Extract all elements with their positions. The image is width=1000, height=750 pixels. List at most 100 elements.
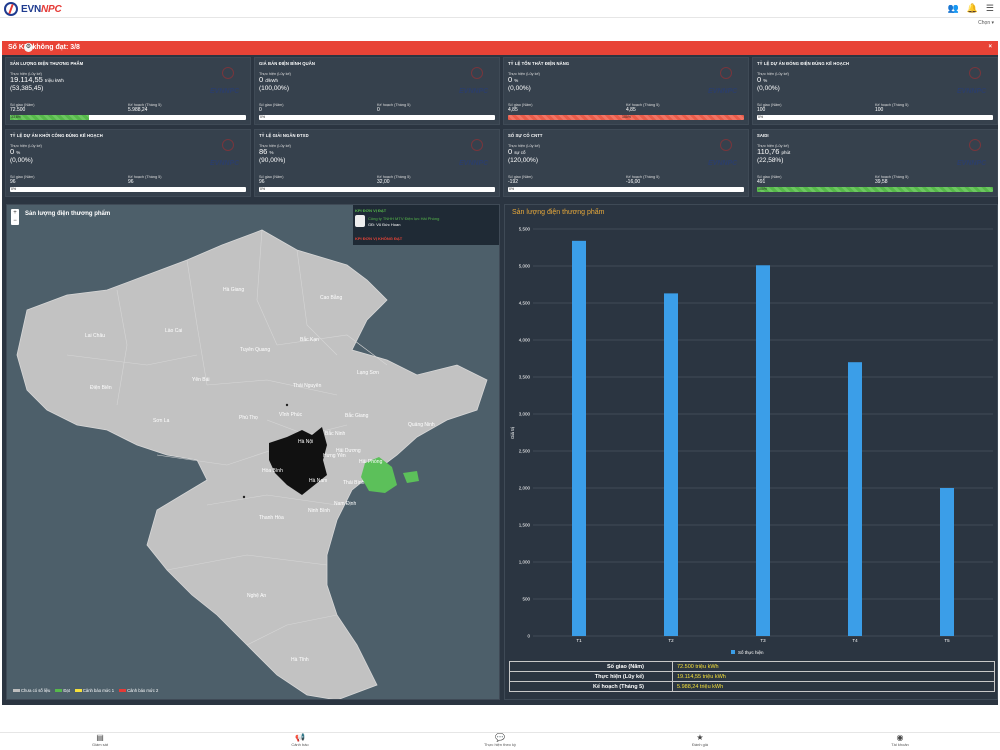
menu-icon[interactable]: ☰: [985, 3, 994, 13]
x-tick-label: T5: [944, 638, 950, 643]
map-place-label: Bắc Giang: [345, 413, 369, 419]
evn-watermark-icon: EVNNPC: [210, 67, 246, 95]
kpi-actual-label: Thực hiện (Lũy kế): [10, 144, 42, 148]
zoom-in-button[interactable]: +: [13, 210, 17, 216]
kpi-card[interactable]: GIÁ BÁN ĐIỆN BÌNH QUÂN EVNNPC Thực hiện (L…: [254, 57, 500, 125]
map-place-label: Vĩnh Phúc: [279, 412, 303, 418]
kpi-card[interactable]: SAIDI EVNNPC Thực hiện (Lũy kế) 110,76 phút…: [752, 129, 998, 197]
kpi-progress-bar: 0%: [259, 187, 495, 192]
summary-value: 5.988,24 triệu kWh: [672, 681, 995, 692]
close-alert-button[interactable]: ×: [988, 44, 992, 50]
kpi-card[interactable]: TỶ LỆ GIẢI NGÂN ĐTXD EVNNPC Thực hiện (Lũy…: [254, 129, 500, 197]
kpi-card[interactable]: TỶ LỆ TỔN THẤT ĐIỆN NĂNG EVNNPC Thực hiện …: [503, 57, 749, 125]
map-place-label: Ninh Bình: [308, 508, 330, 514]
chat-icon: 💬: [495, 733, 505, 742]
map-place-label: Hà Giang: [223, 287, 245, 293]
nav-item[interactable]: ★ Đánh giá: [600, 733, 800, 750]
legend-swatch: [731, 650, 735, 654]
company-name[interactable]: Công ty TNHH MTV Điện lực Hải Phòng: [368, 216, 440, 221]
legend-item: Chưa có số liệu: [13, 688, 50, 693]
user-circle-icon: ◉: [896, 733, 904, 742]
haiphong-region[interactable]: [361, 457, 397, 493]
map-place-label: Hải Dương: [336, 448, 361, 454]
star-icon: ★: [696, 733, 704, 742]
zoom-control: + −: [11, 209, 19, 225]
y-tick-label: 3,000: [519, 412, 531, 417]
choose-dropdown[interactable]: Chọn ▾: [978, 20, 994, 26]
map-place-label: Hà Nam: [309, 478, 328, 484]
y-tick-label: 0: [527, 634, 530, 639]
dashboard-icon: ▤: [96, 733, 104, 742]
legend-item: Đạt: [55, 688, 70, 693]
kpi-value: 0 đ/kWh: [259, 75, 279, 84]
kpi-targets: Số giao (Năm) 491 Kế hoạch (Tháng 5) 39,58: [757, 175, 993, 185]
top-icons: 👥 🔔 ☰: [947, 3, 994, 14]
unit-kpi-box: KPI ĐƠN VỊ ĐẠT Công ty TNHH MTV Điện lực…: [353, 205, 499, 245]
kpi-progress-bar: 100%: [508, 115, 744, 120]
logo[interactable]: EVNNPC: [4, 2, 62, 16]
hanoi-region[interactable]: [269, 427, 327, 495]
chart-title: Sản lượng điện thương phẩm: [512, 209, 605, 216]
y-tick-label: 5,500: [519, 227, 531, 232]
nav-label: Đánh giá: [691, 742, 708, 747]
y-tick-label: 4,500: [519, 301, 531, 306]
kpi-plan: Kế hoạch (Tháng 5) 32,00: [377, 175, 411, 185]
kpi-card[interactable]: SẢN LƯỢNG ĐIỆN THƯƠNG PHẨM EVNNPC Thực hiệ…: [5, 57, 251, 125]
map-place-label: Lào Cai: [165, 328, 183, 334]
summary-row: Số giao (Năm) 72.500 triệu kWh: [509, 661, 995, 672]
chart-bar: [848, 362, 862, 636]
kpi-progress-bar: 0%: [259, 115, 495, 120]
kpi-card[interactable]: SỐ SỰ CỐ CNTT EVNNPC Thực hiện (Lũy kế) 0 s…: [503, 129, 749, 197]
summary-value: 72.500 triệu kWh: [672, 661, 995, 672]
nav-item[interactable]: ▤ Giám sát: [0, 733, 200, 750]
map-place-label: Sơn La: [153, 418, 170, 424]
settings-gear-icon[interactable]: ⚙: [24, 43, 33, 52]
nav-item[interactable]: ◉ Tài khoản: [800, 733, 1000, 750]
kpi-percent: (90,00%): [259, 157, 286, 164]
map-panel: + − Sản lượng điện thương phẩm KPI ĐƠN V…: [6, 204, 500, 700]
dashboard: Số KPI không đạt: 3/8 × ⚙ SẢN LƯỢNG ĐIỆN…: [2, 41, 998, 705]
map-legend: Chưa có số liệu Đạt Cảnh báo mức 1 Cảnh báo…: [13, 688, 158, 693]
kpi-plan: Kế hoạch (Tháng 5) 0: [377, 103, 411, 113]
zoom-out-button[interactable]: −: [13, 218, 17, 224]
kpi-actual-label: Thực hiện (Lũy kế): [757, 144, 789, 148]
kpi-card[interactable]: TỶ LỆ DỰ ÁN ĐÓNG ĐIỆN ĐÚNG KẾ HOẠCH EVNNP…: [752, 57, 998, 125]
kpi-title: TỶ LỆ DỰ ÁN KHỞI CÔNG ĐÚNG KẾ HOẠCH: [10, 133, 103, 138]
marker-dot: [285, 403, 289, 407]
nav-item[interactable]: 💬 Thực hiện theo kỳ: [400, 733, 600, 750]
legend-swatch: [55, 689, 63, 693]
kpi-value: 19.114,55 triệu kWh: [10, 75, 64, 84]
map-place-label: Thanh Hóa: [259, 515, 284, 521]
pass-title: KPI ĐƠN VỊ ĐẠT: [355, 208, 387, 213]
kpi-assigned: Số giao (Năm) 4,85: [508, 103, 533, 113]
kpi-card[interactable]: TỶ LỆ DỰ ÁN KHỞI CÔNG ĐÚNG KẾ HOẠCH EVNNP…: [5, 129, 251, 197]
kpi-title: SỐ SỰ CỐ CNTT: [508, 133, 543, 138]
kpi-percent: (0,00%): [508, 85, 531, 92]
kpi-plan: Kế hoạch (Tháng 5) 4,85: [626, 103, 660, 113]
x-tick-label: T4: [852, 638, 858, 643]
nav-item[interactable]: 📢 Cảnh báo: [200, 733, 400, 750]
summary-label: Kế hoạch (Tháng 5): [509, 681, 673, 692]
kpi-assigned: Số giao (Năm) 96: [259, 175, 284, 185]
logo-icon: [4, 2, 18, 16]
summary-value: 19.114,55 triệu kWh: [672, 671, 995, 682]
kpi-targets: Số giao (Năm) 96 Kế hoạch (Tháng 5) 32,00: [259, 175, 495, 185]
users-icon[interactable]: 👥: [947, 3, 959, 13]
legend-item: Cảnh báo mức 1: [74, 688, 114, 693]
province-borders: [66, 229, 388, 646]
evn-watermark-icon: EVNNPC: [459, 67, 495, 95]
map-place-label: Lai Châu: [85, 333, 106, 339]
chart-panel: Sản lượng điện thương phẩm 0 500 1,000 1,50…: [504, 204, 998, 700]
x-tick-label: T2: [668, 638, 674, 643]
kpi-title: SẢN LƯỢNG ĐIỆN THƯƠNG PHẨM: [10, 61, 84, 66]
evn-watermark-icon: EVNNPC: [459, 139, 495, 167]
kpi-targets: Số giao (Năm) -192 Kế hoạch (Tháng 5) -16,0…: [508, 175, 744, 185]
chart-bar: [664, 293, 678, 636]
chart-legend-label: Số thực hiện: [738, 650, 764, 655]
map-place-label: Hòa Bình: [262, 468, 283, 474]
kpi-title: SAIDI: [757, 133, 769, 138]
y-axis-label: Giá trị: [510, 427, 515, 439]
bell-icon[interactable]: 🔔: [966, 3, 978, 13]
province-map[interactable]: [7, 205, 500, 700]
kpi-plan: Kế hoạch (Tháng 5) -16,00: [626, 175, 660, 185]
